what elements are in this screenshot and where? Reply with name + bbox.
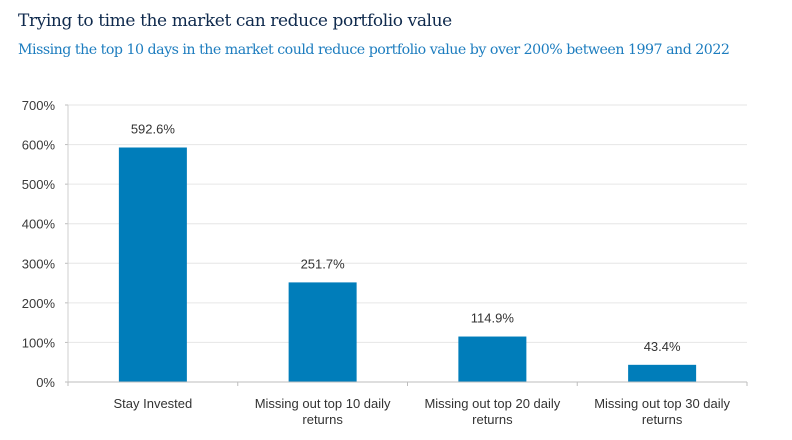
x-tick-label: returns: [472, 412, 513, 427]
x-tick-label: Missing out top 20 daily: [424, 396, 560, 411]
x-tick-label: returns: [642, 412, 683, 427]
y-tick-label: 500%: [22, 177, 56, 192]
y-tick-label: 200%: [22, 296, 56, 311]
x-tick-label: returns: [302, 412, 343, 427]
x-tick-label: Missing out top 30 daily: [594, 396, 730, 411]
data-label: 43.4%: [644, 339, 681, 354]
data-label: 251.7%: [301, 256, 346, 271]
y-axis: 0% 100% 200% 300% 400% 500% 600% 700%: [22, 98, 69, 390]
chart-subtitle: Missing the top 10 days in the market co…: [18, 42, 730, 58]
bar: [288, 282, 357, 382]
bar: [118, 147, 187, 382]
y-tick-label: 100%: [22, 335, 56, 350]
data-label: 592.6%: [131, 121, 176, 136]
data-labels: 592.6% 251.7% 114.9% 43.4%: [131, 121, 681, 353]
x-tick-label: Stay Invested: [113, 396, 192, 411]
x-axis: Stay Invested Missing out top 10 dailyret…: [67, 381, 748, 427]
y-tick-label: 600%: [22, 138, 56, 153]
bars: [118, 147, 697, 382]
x-tick-label: Missing out top 10 daily: [255, 396, 391, 411]
chart-title: Trying to time the market can reduce por…: [18, 11, 452, 31]
y-tick-label: 700%: [22, 98, 56, 113]
y-tick-label: 300%: [22, 256, 56, 271]
y-tick-label: 0%: [36, 375, 55, 390]
data-label: 114.9%: [471, 311, 515, 326]
bar: [628, 364, 697, 382]
bar: [458, 336, 527, 382]
y-tick-label: 400%: [22, 217, 56, 232]
